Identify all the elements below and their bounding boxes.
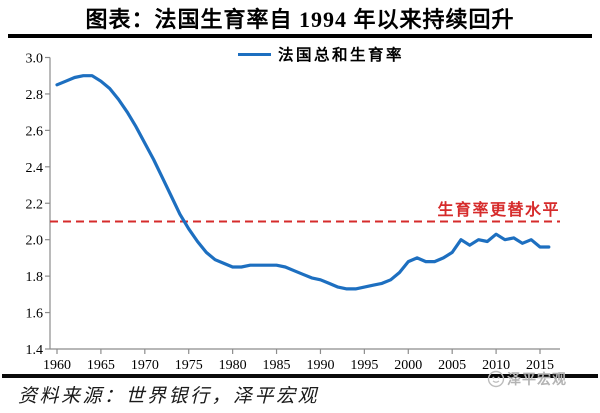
y-tick-label: 1.6 [26, 307, 44, 322]
y-tick-label: 2.0 [26, 234, 44, 249]
x-tick-label: 1965 [87, 358, 115, 373]
y-tick-label: 2.2 [26, 197, 44, 212]
x-tick-label: 2010 [482, 358, 510, 373]
fertility-line [55, 74, 551, 291]
y-tick-label: 2.6 [26, 124, 44, 139]
footer-divider-rule [2, 374, 598, 378]
legend-label: 法国总和生育率 [277, 47, 404, 64]
x-tick-label: 1995 [350, 358, 378, 373]
title-divider-rule [8, 34, 592, 38]
y-tick-label: 1.4 [26, 343, 44, 358]
y-tick-label: 1.8 [26, 270, 44, 285]
x-tick-label: 1975 [175, 358, 203, 373]
y-tick-label: 2.8 [26, 88, 44, 103]
replacement-level-label: 生育率更替水平 [437, 202, 560, 219]
watermark-text: 泽平宏观 [507, 373, 567, 388]
chart-title: 图表：法国生育率自 1994 年以来持续回升 [85, 7, 515, 32]
x-tick-label: 1960 [43, 358, 71, 373]
zeping-logo-icon [487, 370, 505, 388]
x-tick-label: 1970 [131, 358, 159, 373]
chart-legend: 法国总和生育率 [0, 45, 600, 64]
x-tick-label: 2005 [438, 358, 466, 373]
x-tick-label: 2015 [526, 358, 554, 373]
x-tick-label: 1990 [306, 358, 334, 373]
y-tick-label: 3.0 [26, 52, 44, 67]
x-tick-label: 1980 [219, 358, 247, 373]
x-tick-label: 1985 [263, 358, 291, 373]
legend-line-swatch [237, 52, 271, 56]
watermark: 泽平宏观 [487, 369, 567, 389]
x-tick-label: 2000 [394, 358, 422, 373]
y-tick-label: 2.4 [26, 161, 44, 176]
source-text: 资料来源：世界银行，泽平宏观 [18, 386, 320, 407]
